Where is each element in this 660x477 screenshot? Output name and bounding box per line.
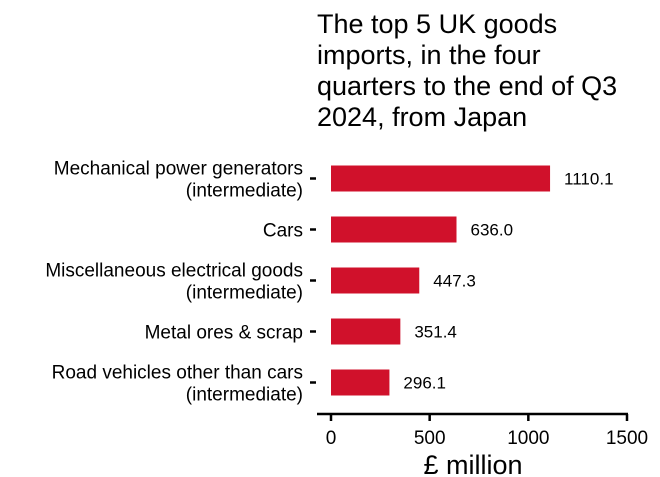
x-tick-label: 0 [326,428,337,449]
bars [331,165,551,396]
chart-title-line: 2024, from Japan [317,102,527,132]
category-label-line: Mechanical power generators [54,159,303,180]
category-label-line: Road vehicles other than cars [52,363,303,384]
chart-title-line: quarters to the end of Q3 [317,71,617,101]
bar [331,165,551,192]
value-label: 1110.1 [564,170,613,189]
bar [331,216,457,243]
y-axis-ticks [310,177,316,384]
category-label-line: (intermediate) [186,283,303,304]
category-labels: Mechanical power generators (intermediate… [45,159,303,406]
category-label-line: (intermediate) [186,385,303,406]
category-label-line: Miscellaneous electrical goods [45,261,303,282]
category-label: Cars [263,221,303,242]
category-label-line: (intermediate) [186,181,303,202]
category-label: Miscellaneous electrical goods (intermedi… [45,261,303,304]
value-label: 296.1 [403,374,446,393]
category-label-line: Metal ores & scrap [145,323,303,344]
value-label: 351.4 [414,323,457,342]
bar [331,369,390,396]
bar [331,318,401,345]
category-label: Road vehicles other than cars (intermedia… [52,363,303,406]
category-label: Mechanical power generators (intermediate… [54,159,303,202]
value-label: 447.3 [433,272,476,291]
x-tick-label: 1500 [606,428,648,449]
category-label-line: Cars [263,221,303,242]
category-label: Metal ores & scrap [145,323,303,344]
x-tick-label: 1000 [507,428,549,449]
bar [331,267,420,294]
chart-title-line: The top 5 UK goods [317,9,557,39]
x-axis-title: £ million [423,450,522,477]
value-labels: 1110.1 636.0 447.3 351.4 296.1 [403,170,613,393]
chart-title-line: imports, in the four [317,40,541,70]
x-tick-label: 500 [414,428,446,449]
value-label: 636.0 [471,221,514,240]
x-axis: 0 500 1000 1500 [317,412,648,449]
